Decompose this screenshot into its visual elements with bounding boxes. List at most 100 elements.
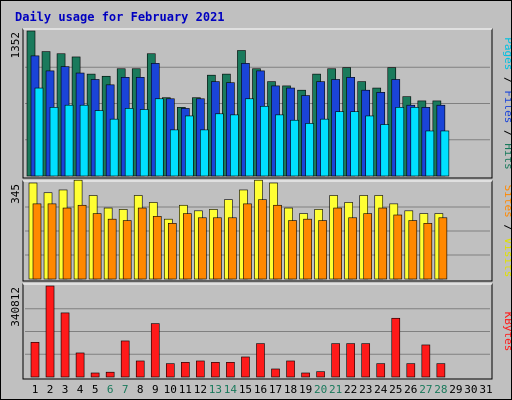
bar-pages-6	[109, 118, 119, 177]
x-tick-26: 26	[404, 383, 417, 396]
bar-sites-8	[137, 207, 147, 280]
x-tick-24: 24	[374, 383, 388, 396]
bar-kbytes-2	[45, 285, 55, 378]
x-tick-7: 7	[122, 383, 129, 396]
x-tick-19: 19	[299, 383, 312, 396]
x-tick-8: 8	[137, 383, 144, 396]
bar-sites-18	[288, 220, 297, 280]
series-sites	[32, 199, 448, 280]
bar-sites-27	[423, 223, 433, 280]
bar-sites-24	[378, 207, 388, 280]
panel-hits-legend: Pages / Files / Hits	[502, 37, 511, 170]
bar-pages-11	[185, 115, 194, 177]
bar-pages-27	[425, 130, 435, 177]
bar-sites-26	[408, 220, 418, 280]
bar-sites-28	[438, 217, 448, 280]
bar-kbytes-6	[105, 371, 115, 378]
legend-entry-0: Pages	[502, 37, 511, 70]
bar-kbytes-18	[286, 360, 295, 378]
x-tick-5: 5	[92, 383, 99, 396]
bar-sites-4	[77, 204, 87, 280]
bar-pages-22	[350, 111, 359, 177]
series-pages	[34, 87, 450, 177]
bar-pages-24	[380, 124, 390, 177]
bar-sites-21	[333, 207, 342, 280]
bar-sites-3	[62, 207, 72, 280]
panel-visits-ymax-label: 345	[9, 184, 22, 204]
bar-pages-28	[440, 130, 450, 177]
bar-pages-16	[260, 105, 269, 177]
bar-kbytes-23	[361, 343, 371, 378]
chart-title: Daily usage for February 2021	[15, 10, 225, 24]
bar-pages-26	[410, 107, 420, 177]
bar-sites-7	[122, 220, 132, 280]
x-tick-11: 11	[179, 383, 192, 396]
bar-sites-9	[152, 216, 162, 280]
bar-pages-2	[49, 107, 59, 177]
x-tick-20: 20	[314, 383, 327, 396]
bar-sites-6	[107, 218, 117, 280]
bar-pages-4	[79, 104, 89, 177]
legend-entry-1: /	[502, 218, 511, 238]
panel-visits-legend: Sites / Visits	[502, 185, 511, 278]
bar-kbytes-24	[376, 363, 386, 378]
legend-entry-4: Hits	[502, 143, 511, 170]
legend-entry-3: /	[502, 123, 511, 143]
x-tick-3: 3	[62, 383, 69, 396]
bar-pages-1	[34, 87, 44, 177]
bar-kbytes-20	[316, 371, 325, 378]
x-tick-23: 23	[359, 383, 372, 396]
bar-kbytes-5	[90, 372, 100, 378]
bar-kbytes-15	[241, 356, 250, 378]
panel-kbytes-ymax-label: 340812	[9, 287, 22, 327]
bar-kbytes-10	[165, 363, 175, 378]
bar-sites-2	[47, 203, 57, 280]
bar-kbytes-25	[391, 317, 401, 378]
bar-pages-18	[290, 119, 299, 177]
bar-pages-8	[139, 109, 149, 177]
x-tick-12: 12	[194, 383, 207, 396]
x-tick-10: 10	[164, 383, 177, 396]
bar-pages-17	[275, 114, 284, 177]
x-tick-29: 29	[449, 383, 462, 396]
bar-pages-21	[335, 111, 344, 177]
bar-pages-3	[64, 104, 74, 177]
bar-sites-20	[318, 220, 327, 280]
bar-sites-15	[243, 203, 252, 280]
bar-sites-10	[167, 223, 177, 280]
x-axis-labels: 1 2 3 4 5 6 7 8 9 10 11 12 13 14 15 16 17 18 19 20 21 22 23 24 2…	[32, 383, 493, 396]
bar-kbytes-14	[226, 362, 235, 378]
bar-kbytes-16	[256, 343, 265, 378]
bar-kbytes-19	[301, 372, 310, 378]
bar-pages-5	[94, 110, 104, 177]
bar-kbytes-1	[30, 341, 40, 378]
bar-kbytes-21	[331, 343, 340, 378]
bar-kbytes-17	[271, 368, 280, 378]
panel-kbytes-legend: KBytes	[502, 312, 511, 352]
bar-kbytes-12	[196, 360, 205, 378]
bar-sites-25	[393, 214, 403, 280]
x-tick-9: 9	[152, 383, 159, 396]
bar-pages-14	[230, 114, 239, 177]
x-tick-18: 18	[284, 383, 297, 396]
bar-kbytes-9	[150, 323, 160, 378]
bar-sites-17	[273, 204, 282, 280]
bar-kbytes-7	[120, 340, 130, 378]
bar-kbytes-22	[346, 343, 355, 378]
panel-visits: 345 Sites / Visits	[9, 179, 511, 282]
x-tick-22: 22	[344, 383, 357, 396]
bar-pages-10	[169, 129, 179, 177]
x-tick-30: 30	[464, 383, 477, 396]
x-tick-2: 2	[47, 383, 54, 396]
bar-pages-15	[245, 98, 254, 177]
x-tick-1: 1	[32, 383, 39, 396]
bar-sites-12	[198, 217, 207, 280]
x-tick-25: 25	[389, 383, 402, 396]
bar-sites-11	[183, 213, 192, 280]
bar-pages-12	[200, 129, 209, 177]
bar-pages-20	[320, 118, 329, 177]
legend-entry-0: KBytes	[502, 312, 511, 352]
x-tick-4: 4	[77, 383, 84, 396]
bar-kbytes-27	[421, 344, 431, 378]
